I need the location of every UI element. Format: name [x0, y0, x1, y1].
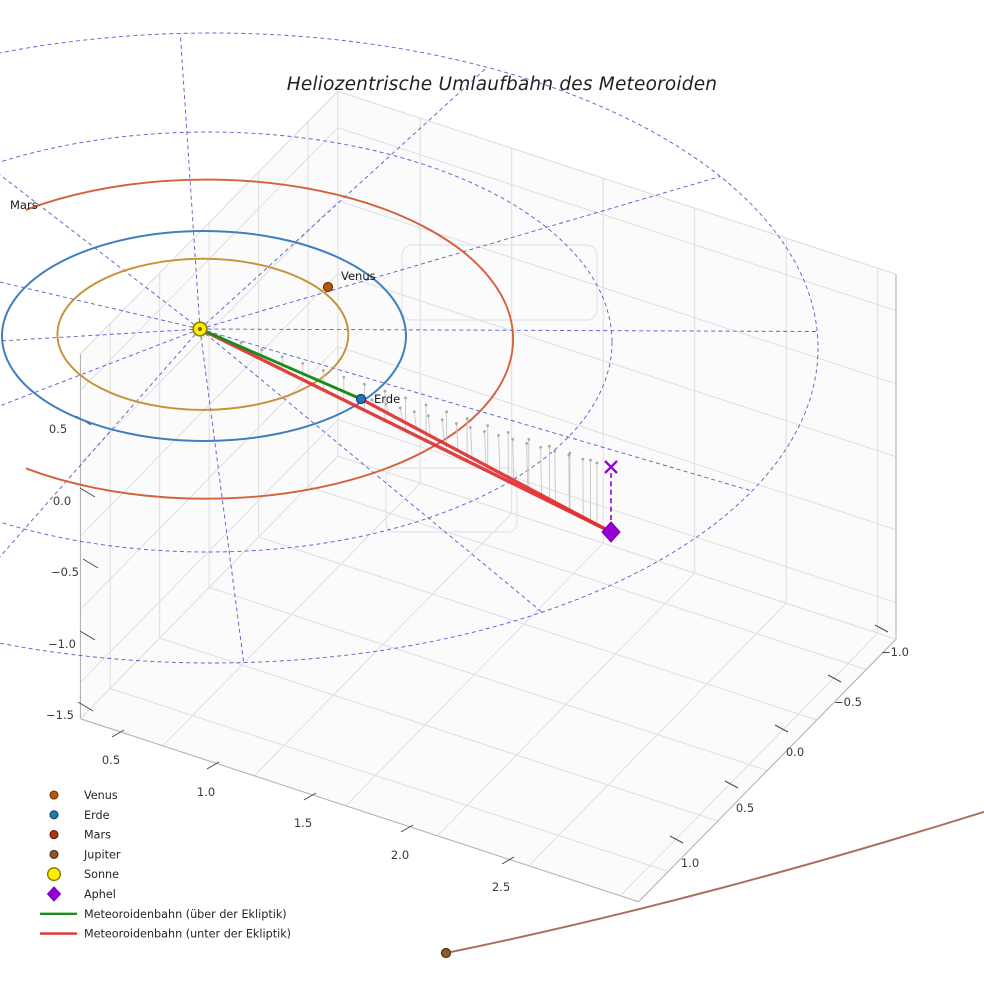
legend-label: Mars	[84, 829, 111, 842]
tick-label-z--1: −1.0	[48, 637, 76, 651]
venus-marker	[322, 281, 334, 293]
tick-label-y--1: −1.0	[881, 645, 909, 659]
legend-label: Meteoroidenbahn (unter der Ekliptik)	[84, 928, 291, 941]
tick-label-y-1: 1.0	[681, 856, 699, 870]
venus-orbit	[56, 257, 350, 411]
polar-circle-3au	[0, 32, 819, 664]
faint-box	[401, 244, 598, 321]
mars-orbit	[26, 178, 514, 500]
tick-label-x-2: 2.0	[391, 848, 409, 862]
legend-label: Aphel	[84, 888, 116, 901]
meteoroid-path-below-ecliptic	[360, 397, 612, 534]
erde-label: Erde	[374, 392, 400, 406]
tick-label-z-0: 0.0	[53, 494, 71, 508]
tick-label-x-1: 1.0	[197, 785, 215, 799]
meteoroid-path-above-ecliptic	[199, 327, 362, 401]
erde-orbit	[1, 230, 407, 442]
tick-label-z--0.5: −0.5	[51, 565, 79, 579]
planet-orbits	[1, 178, 984, 954]
legend-label: Meteoroidenbahn (über der Ekliptik)	[84, 908, 287, 921]
trajectory-projection-stems	[219, 334, 599, 525]
tick-label-x-2.5: 2.5	[492, 880, 510, 894]
meteoroid-trajectory	[199, 327, 612, 534]
tick-label-x-1.5: 1.5	[294, 816, 312, 830]
plot-title: Heliozentrische Umlaufbahn des Meteoroid…	[286, 74, 718, 95]
tick-label-z--1.5: −1.5	[46, 708, 74, 722]
legend-label: Jupiter	[83, 848, 121, 861]
tick-label-z-0.5: 0.5	[49, 422, 67, 436]
polar-circle-2au	[0, 131, 613, 553]
meteoroid-path-below-ecliptic	[199, 327, 612, 534]
legend-marker-erde	[49, 810, 59, 820]
axes-edges	[79, 90, 897, 903]
aphel-markers	[601, 460, 621, 543]
tick-label-y-0.5: 0.5	[736, 801, 754, 815]
faint-rounded-boxes	[385, 244, 598, 533]
legend-label: Venus	[84, 789, 118, 802]
faint-box	[385, 467, 518, 533]
aphel-marker	[601, 521, 621, 543]
tick-label-x-0.5: 0.5	[102, 753, 120, 767]
axes-grid	[80, 118, 897, 897]
planet-markers: Venus Erde Mars	[10, 198, 452, 959]
tick-label-y--0.5: −0.5	[834, 695, 862, 709]
legend-marker-venus	[49, 790, 59, 800]
legend-marker-jupiter	[49, 849, 59, 859]
venus-label: Venus	[341, 269, 376, 283]
tick-label-y-0: 0.0	[786, 745, 804, 759]
axes-panes	[80, 91, 897, 902]
legend-marker-sonne	[46, 867, 62, 882]
tick-labels: 0.5 1.0 1.5 2.0 2.5 −1.0 −0.5 0.0 0.5 1.0 0.5 0.0 −0…	[46, 415, 909, 894]
legend: Venus Erde Mars Jupiter Sonne Aphel Meteoroide…	[40, 789, 291, 941]
legend-label: Erde	[84, 809, 110, 822]
erde-marker	[355, 393, 367, 405]
jupiter-marker	[440, 947, 452, 959]
legend-label: Sonne	[84, 868, 119, 881]
legend-marker-aphel	[46, 886, 62, 902]
mars-label: Mars	[10, 198, 38, 212]
legend-marker-mars	[49, 830, 59, 840]
jupiter-orbit	[445, 810, 984, 954]
